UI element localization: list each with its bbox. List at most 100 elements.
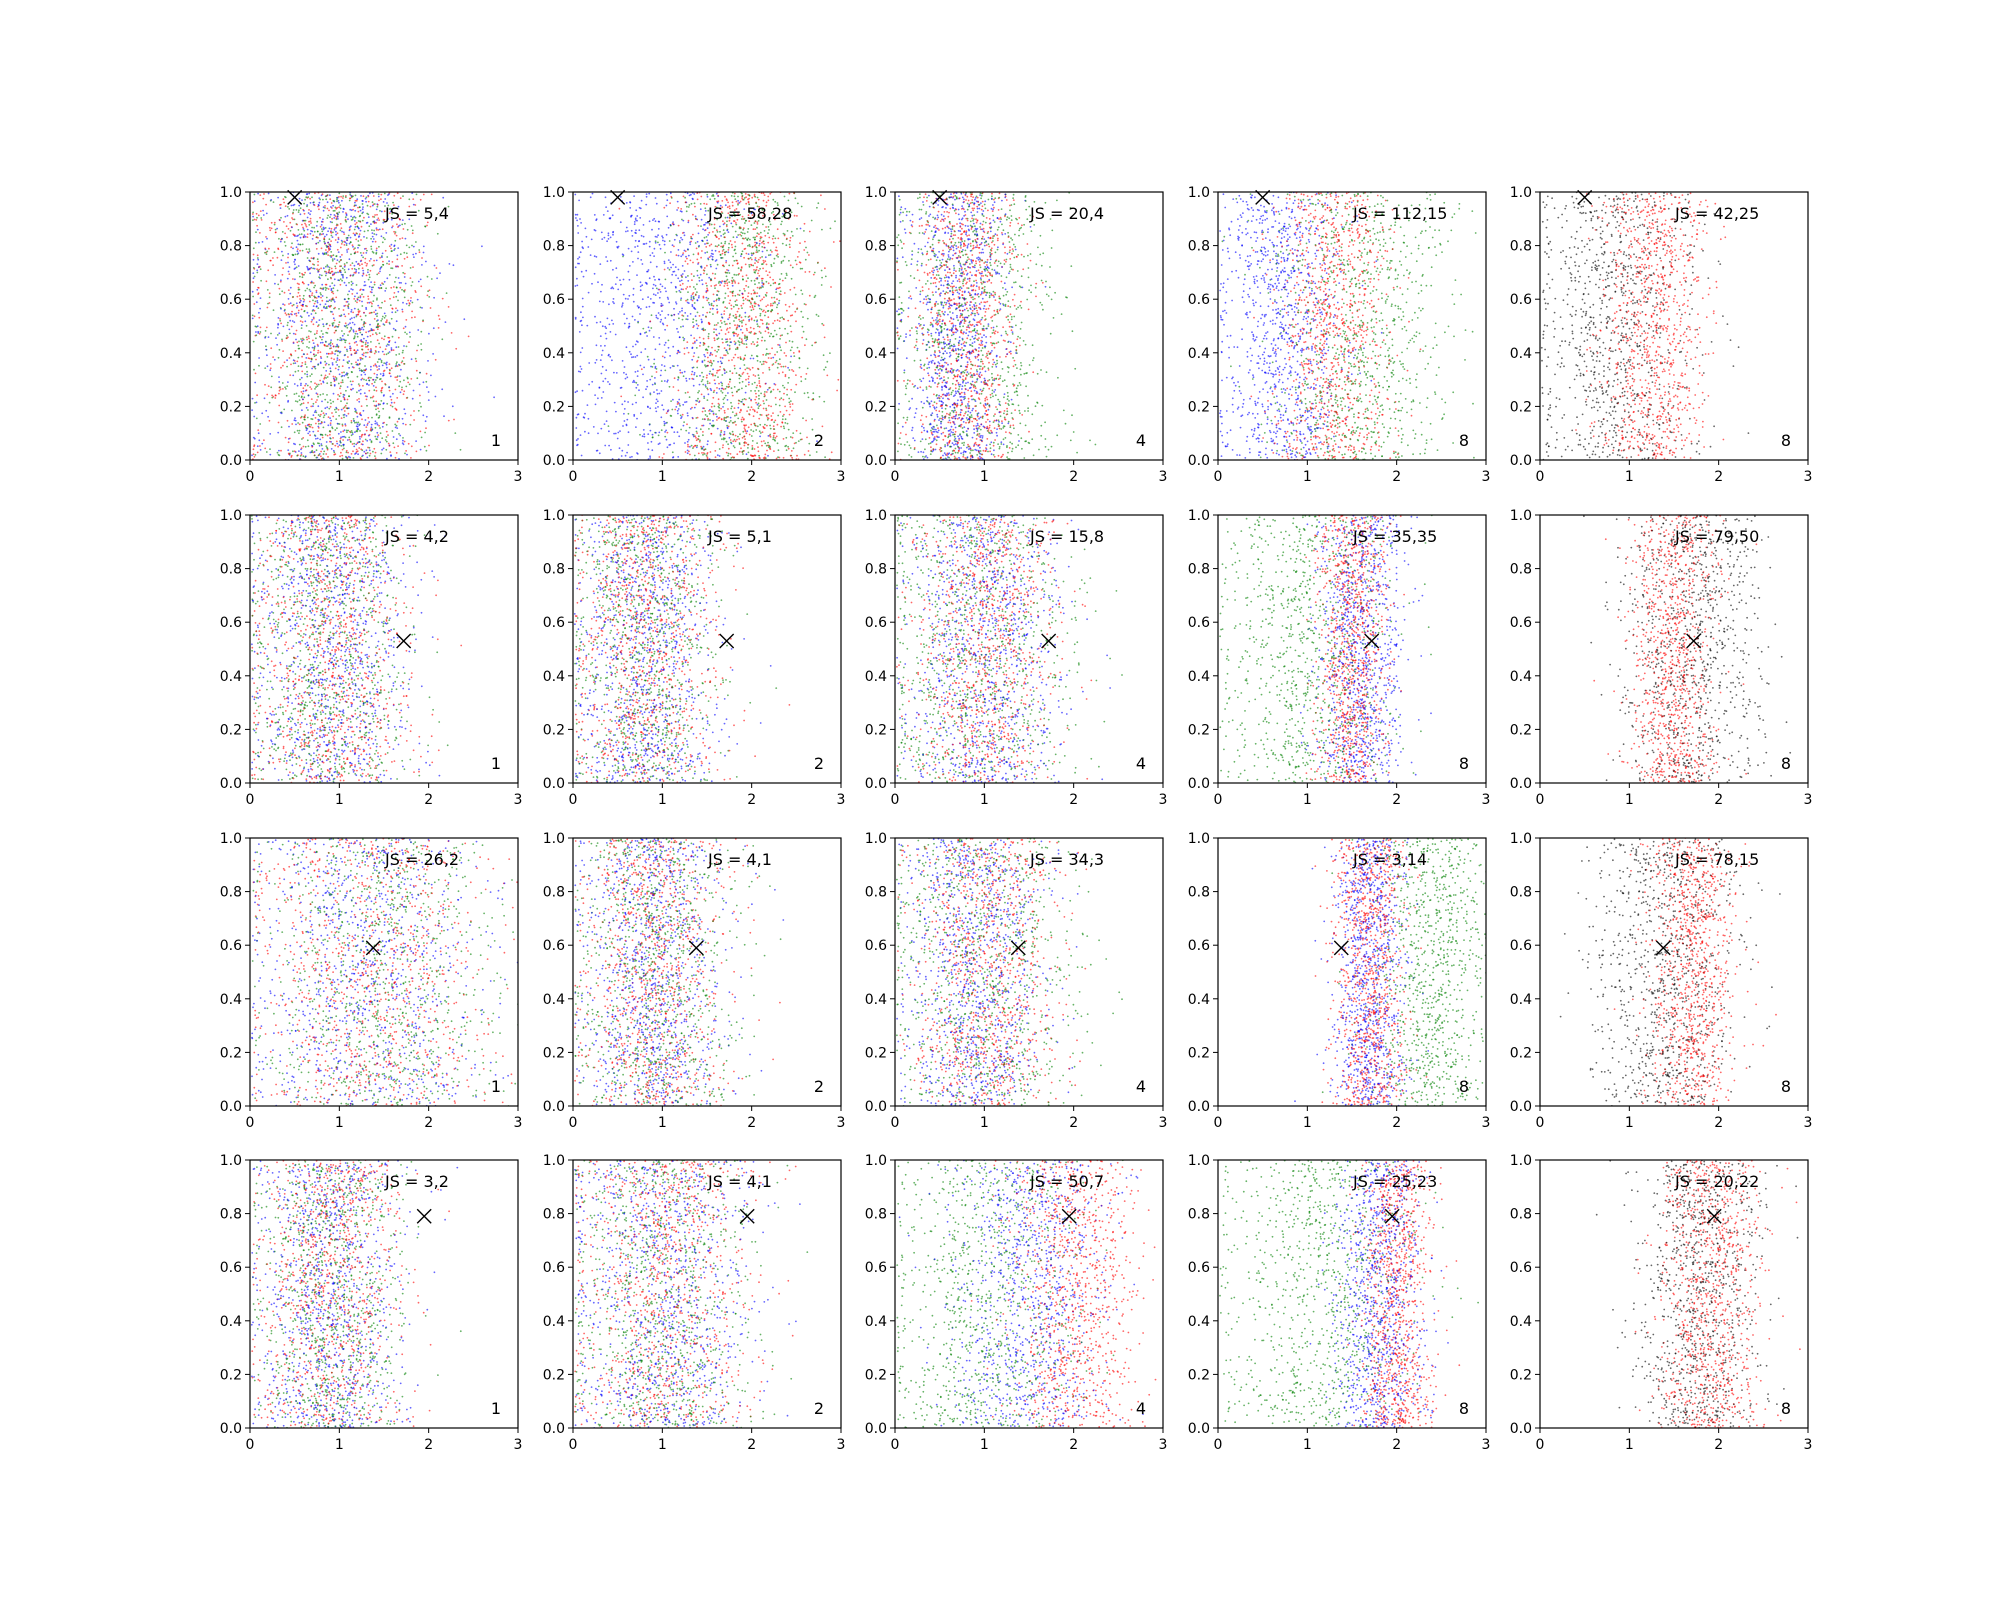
scatter-point xyxy=(394,388,397,391)
scatter-point xyxy=(463,318,466,321)
scatter-point xyxy=(776,303,779,306)
scatter-point xyxy=(376,438,378,441)
scatter-point xyxy=(699,208,702,211)
scatter-point xyxy=(322,333,324,335)
scatter-point xyxy=(320,410,323,413)
scatter-point xyxy=(582,316,584,319)
scatter-point xyxy=(267,385,270,387)
scatter-point xyxy=(579,434,582,436)
scatter-point xyxy=(734,414,736,417)
scatter-point xyxy=(447,306,450,308)
scatter-point xyxy=(327,254,330,256)
scatter-point xyxy=(327,300,329,303)
scatter-point xyxy=(771,304,774,307)
scatter-point xyxy=(353,316,356,319)
scatter-point xyxy=(767,454,769,457)
scatter-point xyxy=(386,277,389,280)
scatter-point xyxy=(312,316,315,319)
scatter-point xyxy=(762,425,765,428)
scatter-point xyxy=(577,232,580,234)
scatter-point xyxy=(683,353,686,355)
scatter-point xyxy=(720,429,723,432)
scatter-point xyxy=(300,338,302,340)
scatter-point xyxy=(725,271,727,274)
scatter-point xyxy=(640,308,642,310)
scatter-point xyxy=(278,389,281,392)
scatter-point xyxy=(696,291,698,293)
scatter-point xyxy=(767,316,770,319)
scatter-point xyxy=(408,246,411,249)
scatter-point xyxy=(722,444,724,446)
scatter-point xyxy=(366,249,368,252)
scatter-point xyxy=(772,356,775,359)
scatter-point xyxy=(383,312,386,315)
scatter-point xyxy=(822,354,825,357)
scatter-point xyxy=(793,355,796,357)
scatter-point xyxy=(770,212,773,214)
scatter-point xyxy=(343,263,346,265)
scatter-point xyxy=(772,436,775,439)
scatter-point xyxy=(367,268,369,271)
scatter-point xyxy=(391,430,394,432)
scatter-point xyxy=(687,445,689,448)
scatter-point xyxy=(336,206,339,209)
scatter-point xyxy=(395,295,398,298)
scatter-point xyxy=(350,253,352,256)
scatter-point xyxy=(306,311,309,314)
scatter-point xyxy=(747,426,750,429)
scatter-point xyxy=(578,331,581,333)
scatter-point xyxy=(761,298,764,301)
scatter-point xyxy=(286,324,289,327)
scatter-point xyxy=(279,411,282,414)
scatter-point xyxy=(762,363,765,365)
scatter-point xyxy=(660,390,663,392)
scatter-point xyxy=(308,259,311,262)
scatter-point xyxy=(355,260,358,263)
scatter-point xyxy=(719,360,722,363)
scatter-point xyxy=(266,237,268,240)
scatter-point xyxy=(379,403,382,406)
scatter-point xyxy=(373,259,375,262)
scatter-point xyxy=(324,364,327,366)
scatter-point xyxy=(701,320,703,323)
scatter-point xyxy=(351,366,354,368)
scatter-point xyxy=(664,328,666,331)
scatter-point xyxy=(811,428,814,431)
scatter-point xyxy=(663,380,666,382)
scatter-point xyxy=(737,199,739,202)
scatter-point xyxy=(363,337,365,340)
scatter-point xyxy=(725,385,728,388)
scatter-point xyxy=(693,352,696,354)
scatter-point xyxy=(326,401,329,404)
scatter-point xyxy=(639,433,641,436)
scatter-point xyxy=(335,406,338,409)
scatter-point xyxy=(404,452,406,455)
scatter-point xyxy=(757,407,760,410)
scatter-point xyxy=(329,213,332,216)
scatter-point xyxy=(401,265,403,267)
scatter-point xyxy=(268,401,271,404)
scatter-point xyxy=(718,250,721,253)
scatter-point xyxy=(394,232,396,235)
scatter-point xyxy=(626,418,629,421)
scatter-point xyxy=(343,429,346,432)
scatter-point xyxy=(286,365,288,368)
scatter-point xyxy=(279,388,282,390)
scatter-point xyxy=(701,410,704,413)
scatter-point xyxy=(686,412,689,414)
scatter-point xyxy=(789,209,792,212)
scatter-point xyxy=(352,329,355,332)
scatter-point xyxy=(693,275,695,278)
scatter-point xyxy=(311,238,314,240)
scatter-point xyxy=(289,221,292,224)
scatter-point xyxy=(411,301,414,304)
scatter-point xyxy=(806,436,808,439)
scatter-point xyxy=(727,416,729,418)
scatter-point xyxy=(371,229,373,232)
scatter-point xyxy=(332,210,335,212)
scatter-point xyxy=(370,311,373,314)
scatter-point xyxy=(278,293,281,296)
scatter-point xyxy=(358,233,361,236)
scatter-point xyxy=(369,452,372,455)
scatter-point xyxy=(402,439,404,442)
